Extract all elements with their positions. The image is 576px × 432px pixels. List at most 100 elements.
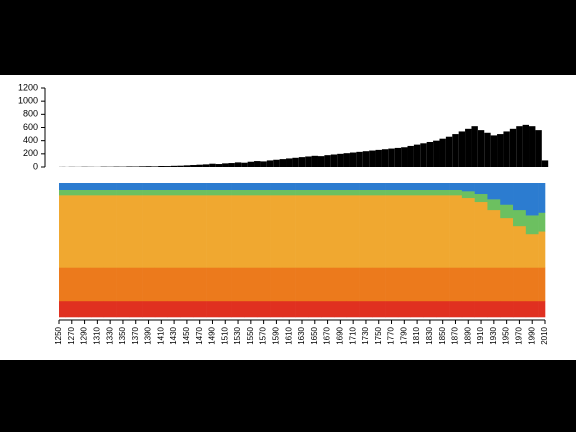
bar <box>407 145 414 167</box>
stack-segment <box>308 183 322 190</box>
stack-segment <box>538 267 546 302</box>
bar <box>426 141 434 167</box>
bar <box>279 159 287 167</box>
stack-segment <box>206 195 220 268</box>
stack-segment <box>474 267 488 302</box>
stack-segment <box>244 183 258 190</box>
stack-segment <box>474 193 488 203</box>
bar <box>509 128 517 167</box>
stack-segment <box>59 300 66 318</box>
bar <box>266 160 274 167</box>
stack-segment <box>90 267 105 302</box>
bar <box>497 134 504 167</box>
stack-segment <box>282 183 296 190</box>
stack-segment <box>103 183 117 190</box>
stack-segment <box>167 300 181 318</box>
stack-segment <box>321 183 335 190</box>
stack-segment <box>333 195 348 268</box>
stack-segment <box>180 300 194 318</box>
stack-segment <box>359 183 373 190</box>
stack-segment <box>59 195 66 268</box>
stack-segment <box>90 195 105 268</box>
stack-segment <box>449 300 463 318</box>
x-tick-label: 2010 <box>540 326 549 344</box>
stack-segment <box>333 267 348 302</box>
x-tick-label: 1890 <box>463 326 472 344</box>
bar <box>362 151 370 167</box>
stack-segment <box>295 195 309 268</box>
bar <box>433 140 440 167</box>
stack-segment <box>78 189 92 196</box>
stack-segment <box>78 300 92 318</box>
bar <box>369 150 376 167</box>
stack-segment <box>500 204 514 219</box>
stack-segment <box>129 183 143 190</box>
stack-segment <box>116 183 130 190</box>
bar <box>541 160 549 167</box>
stack-segment <box>167 195 181 268</box>
stack-segment <box>410 189 424 196</box>
stack-segment <box>257 300 271 318</box>
bar <box>170 165 178 167</box>
stack-segment <box>218 267 232 302</box>
stack-segment <box>206 189 220 196</box>
stack-segment <box>257 195 271 268</box>
stack-segment <box>410 300 424 318</box>
stack-segment <box>154 267 169 302</box>
stack-segment <box>321 300 335 318</box>
stack-segment <box>487 300 501 318</box>
stack-segment <box>397 300 412 318</box>
stack-segment <box>423 300 437 318</box>
bar <box>330 154 338 167</box>
bar <box>164 166 171 167</box>
stack-segment <box>538 183 546 213</box>
stack-segment <box>385 267 399 302</box>
stack-segment <box>65 267 79 302</box>
stack-segment <box>346 183 360 190</box>
stack-segment <box>65 195 79 268</box>
stack-segment <box>397 267 412 302</box>
stack-segment <box>500 217 514 268</box>
bar <box>228 163 235 167</box>
stack-segment <box>321 189 335 196</box>
bar <box>177 165 184 167</box>
bar <box>381 149 389 167</box>
stack-segment <box>90 183 105 190</box>
bar <box>490 135 498 167</box>
stack-segment <box>372 189 386 196</box>
stack-segment <box>461 191 475 199</box>
stack-segment <box>231 189 245 196</box>
stack-segment <box>295 183 309 190</box>
stack-segment <box>65 189 79 196</box>
x-tick-label: 1670 <box>323 326 332 344</box>
bar <box>337 153 344 167</box>
stack-segment <box>59 189 66 196</box>
bar <box>484 132 491 167</box>
stack-segment <box>538 212 546 232</box>
stack-segment <box>359 267 373 302</box>
bar <box>183 165 191 167</box>
bar <box>292 157 299 167</box>
stack-segment <box>359 195 373 268</box>
bar <box>394 147 402 167</box>
bar <box>439 138 446 167</box>
bar <box>196 164 203 167</box>
x-tick-label: 1810 <box>412 326 421 344</box>
bar <box>471 126 478 167</box>
bar <box>516 126 523 167</box>
stack-segment <box>461 197 475 268</box>
stack-segment <box>129 195 143 268</box>
stack-segment <box>270 300 284 318</box>
stack-segment <box>103 300 117 318</box>
stack-segment <box>257 267 271 302</box>
stack-segment <box>142 267 156 302</box>
stack-segment <box>410 183 424 190</box>
stack-segment <box>500 183 514 205</box>
bar <box>126 166 133 167</box>
stack-segment <box>270 189 284 196</box>
stack-segment <box>167 267 181 302</box>
x-tick-label: 1610 <box>284 326 293 344</box>
stack-segment <box>257 183 271 190</box>
stack-segment <box>372 267 386 302</box>
